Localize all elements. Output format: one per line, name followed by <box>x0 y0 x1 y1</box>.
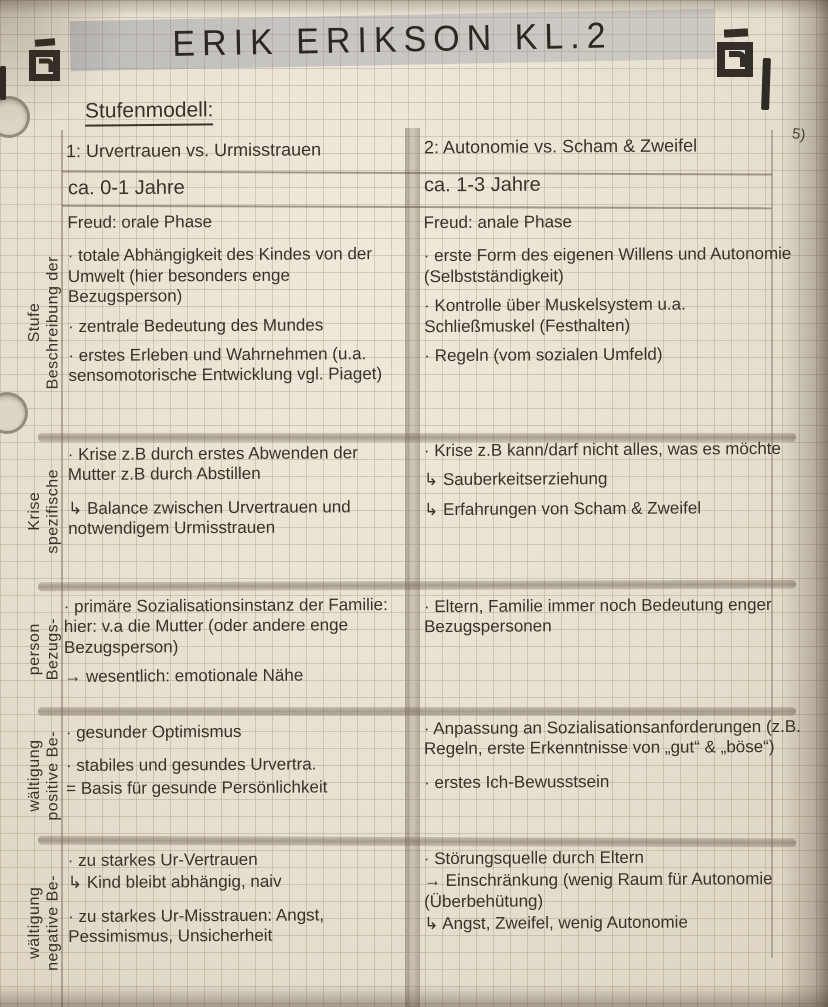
page-title: ERIK ERIKSON KL.2 <box>172 15 613 64</box>
note-line: · zentrale Bedeutung des Mundes <box>68 315 324 336</box>
note-line: ↳ Angst, Zweifel, wenig Autonomie <box>424 912 688 934</box>
note-line: Freud: anale Phase <box>423 212 573 233</box>
note-line: → wesentlich: emotionale Nähe <box>64 665 304 687</box>
section-separator-2 <box>37 579 797 592</box>
note-line: ↳ Balance zwischen Urvertrauen und notwe… <box>68 497 351 539</box>
note-line: · Krise z.B kann/darf nicht alles, was e… <box>423 438 781 461</box>
note-line: · Kontrolle über Muskelsystem u.a. Schli… <box>424 294 686 336</box>
positive-stage2-cell: · Anpassung an Sozialisationsanforderung… <box>424 717 805 802</box>
ink-dash-left-edge <box>0 66 6 100</box>
column2-age-range: ca. 1-3 Jahre <box>423 173 541 197</box>
column1-header: 1: Urvertrauen vs. Urmisstrauen <box>65 139 322 162</box>
note-line: · Eltern, Familie immer noch Bedeutung e… <box>423 595 772 637</box>
side-label-negative-bewaeltigung: negative Be- wältigung <box>25 874 61 971</box>
krise-stage1-cell: · Krise z.B durch erstes Abwenden der Mu… <box>68 443 403 549</box>
positive-stage1-cell: · gesunder Optimismus · stabiles und ges… <box>66 721 403 808</box>
note-line: · gesunder Optimismus <box>65 721 242 743</box>
note-line: · erstes Ich-Bewusstsein <box>424 771 610 792</box>
note-line: · zu starkes Ur-Vertrauen <box>67 849 258 871</box>
section-heading: Stufenmodell: <box>84 98 214 127</box>
beschreibung-stage1-cell: Freud: orale Phase · totale Abhängigkeit… <box>67 211 402 396</box>
bezugsperson-stage2-cell: · Eltern, Familie immer noch Bedeutung e… <box>424 595 800 647</box>
note-line: · erste Form des eigenen Willens und Aut… <box>423 244 792 286</box>
note-line: → Einschränkung (wenig Raum für Autonomi… <box>423 869 773 911</box>
side-label-bezugsperson: Bezugs- person <box>25 618 61 681</box>
doodle-square-icon-right <box>717 28 753 77</box>
title-highlight: ERIK ERIKSON KL.2 <box>69 8 716 72</box>
note-line: · Störungsquelle durch Eltern <box>423 847 645 869</box>
punch-hole-top <box>0 96 30 138</box>
column1-age-range: ca. 0-1 Jahre <box>67 176 185 200</box>
side-label-beschreibung: Beschreibung der Stufe <box>25 255 61 390</box>
negative-stage2-cell: · Störungsquelle durch Eltern → Einschrä… <box>424 847 807 944</box>
note-line: Freud: orale Phase <box>67 212 213 233</box>
krise-stage2-cell: · Krise z.B kann/darf nicht alles, was e… <box>424 439 801 529</box>
doodle-square-icon-left <box>29 38 60 81</box>
bezugsperson-stage1-cell: · primäre Sozialisationsinstanz der Fami… <box>64 595 405 697</box>
note-line: = Basis für gesunde Persönlichkeit <box>66 777 328 798</box>
note-line: ↳ Kind bleibt abhängig, naiv <box>67 872 282 893</box>
section-separator-3 <box>38 707 796 716</box>
side-label-positive-bewaeltigung: positive Be- wältigung <box>25 730 61 821</box>
note-line: · Regeln (vom sozialen Umfeld) <box>424 344 663 366</box>
note-line: ↳ Sauberkeitserziehung <box>423 469 608 490</box>
column2-header: 2: Autonomie vs. Scham & Zweifel <box>423 135 698 158</box>
note-line: · Anpassung an Sozialisationsanforderung… <box>423 716 801 759</box>
note-line: · Krise z.B durch erstes Abwenden der Mu… <box>67 443 358 485</box>
ink-dash-right <box>761 57 771 111</box>
note-line: · stabiles und gesundes Urvertra. <box>65 754 317 776</box>
note-line: · totale Abhängigkeit des Kindes von der… <box>67 244 373 307</box>
note-line: · primäre Sozialisationsinstanz der Fami… <box>63 595 388 657</box>
table-column-divider <box>405 128 420 1007</box>
section-separator-4 <box>37 835 797 848</box>
side-label-krise: spezifische Krise <box>25 469 61 554</box>
note-line: · zu starkes Ur-Misstrauen: Angst, Pessi… <box>68 905 325 947</box>
beschreibung-stage2-cell: Freud: anale Phase · erste Form des eige… <box>424 211 801 376</box>
note-line: ↳ Erfahrungen von Scham & Zweifel <box>424 498 702 519</box>
note-line: · erstes Erleben und Wahrnehmen (u.a. se… <box>68 344 383 386</box>
negative-stage1-cell: · zu starkes Ur-Vertrauen ↳ Kind bleibt … <box>68 849 403 957</box>
